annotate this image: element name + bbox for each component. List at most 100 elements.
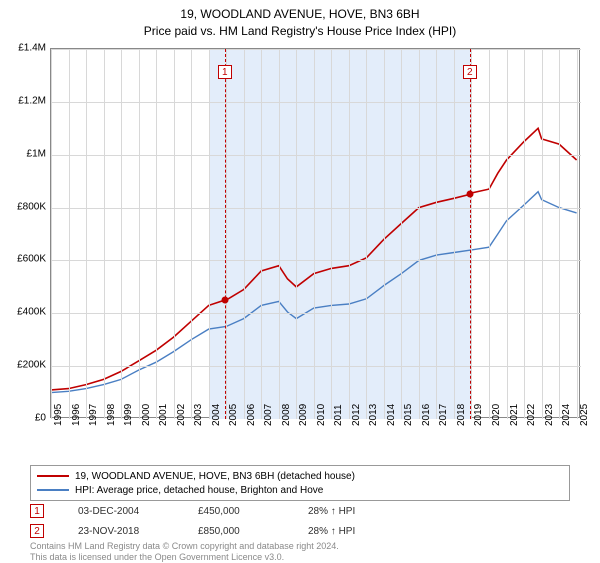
- x-axis-label: 2022: [526, 404, 537, 426]
- gridline-v: [209, 49, 210, 419]
- gridline-h: [51, 155, 581, 156]
- legend-row-2: HPI: Average price, detached house, Brig…: [37, 483, 563, 497]
- gridline-h: [51, 102, 581, 103]
- gridline-v: [51, 49, 52, 419]
- gridline-h: [51, 366, 581, 367]
- gridline-v: [296, 49, 297, 419]
- gridline-v: [86, 49, 87, 419]
- gridline-v: [349, 49, 350, 419]
- x-axis-label: 2005: [228, 404, 239, 426]
- gridline-v: [104, 49, 105, 419]
- legend-label-2: HPI: Average price, detached house, Brig…: [75, 485, 323, 496]
- x-axis-label: 2024: [561, 404, 572, 426]
- x-axis-label: 2013: [368, 404, 379, 426]
- gridline-v: [191, 49, 192, 419]
- annotation-date-2: 23-NOV-2018: [78, 526, 168, 537]
- plot-area: 12: [50, 48, 580, 418]
- gridline-v: [419, 49, 420, 419]
- y-axis-label: £200K: [17, 360, 46, 371]
- x-axis-label: 2019: [473, 404, 484, 426]
- annotation-row-1: 1 03-DEC-2004 £450,000 28% ↑ HPI: [30, 503, 355, 519]
- gridline-v: [471, 49, 472, 419]
- sale-marker-box-1: 1: [218, 65, 232, 79]
- y-axis-label: £1.4M: [18, 43, 46, 54]
- sale-marker-box-2: 2: [463, 65, 477, 79]
- x-axis-label: 2010: [316, 404, 327, 426]
- x-axis-label: 2004: [211, 404, 222, 426]
- x-axis-label: 2017: [438, 404, 449, 426]
- title-line-2: Price paid vs. HM Land Registry's House …: [0, 23, 600, 40]
- gridline-v: [174, 49, 175, 419]
- x-axis-label: 2016: [421, 404, 432, 426]
- chart: 12 £0£200K£400K£600K£800K£1M£1.2M£1.4M19…: [50, 48, 580, 418]
- title-block: 19, WOODLAND AVENUE, HOVE, BN3 6BH Price…: [0, 0, 600, 40]
- footer: Contains HM Land Registry data © Crown c…: [30, 541, 339, 563]
- legend-swatch-1: [37, 475, 69, 477]
- gridline-v: [121, 49, 122, 419]
- x-axis-label: 2015: [403, 404, 414, 426]
- gridline-v: [69, 49, 70, 419]
- gridline-v: [489, 49, 490, 419]
- y-axis-label: £1M: [27, 148, 46, 159]
- x-axis-label: 1996: [71, 404, 82, 426]
- annotation-row-2: 2 23-NOV-2018 £850,000 28% ↑ HPI: [30, 523, 355, 539]
- x-axis-label: 2008: [281, 404, 292, 426]
- x-axis-label: 2020: [491, 404, 502, 426]
- gridline-h: [51, 313, 581, 314]
- gridline-v: [436, 49, 437, 419]
- gridline-h: [51, 260, 581, 261]
- sale-marker-dot-1: [221, 297, 228, 304]
- x-axis-label: 2021: [509, 404, 520, 426]
- annotation-delta-1: 28% ↑ HPI: [308, 506, 355, 517]
- gridline-v: [331, 49, 332, 419]
- x-axis-label: 1999: [123, 404, 134, 426]
- x-axis-label: 1998: [106, 404, 117, 426]
- y-axis-label: £0: [35, 413, 46, 424]
- gridline-v: [244, 49, 245, 419]
- x-axis-label: 2014: [386, 404, 397, 426]
- annotation-box-1: 1: [30, 504, 44, 518]
- legend-label-1: 19, WOODLAND AVENUE, HOVE, BN3 6BH (deta…: [75, 471, 355, 482]
- gridline-v: [454, 49, 455, 419]
- gridline-v: [366, 49, 367, 419]
- annotation-price-2: £850,000: [198, 526, 278, 537]
- x-axis-label: 2009: [298, 404, 309, 426]
- annotation-date-1: 03-DEC-2004: [78, 506, 168, 517]
- gridline-v: [524, 49, 525, 419]
- gridline-h: [51, 208, 581, 209]
- x-axis-label: 2003: [193, 404, 204, 426]
- x-axis-label: 2006: [246, 404, 257, 426]
- root: 19, WOODLAND AVENUE, HOVE, BN3 6BH Price…: [0, 0, 600, 560]
- sale-marker-line-2: [470, 49, 471, 419]
- gridline-h: [51, 49, 581, 50]
- legend: 19, WOODLAND AVENUE, HOVE, BN3 6BH (deta…: [30, 465, 570, 501]
- gridline-v: [559, 49, 560, 419]
- y-axis-label: £800K: [17, 201, 46, 212]
- gridline-v: [507, 49, 508, 419]
- y-axis-label: £1.2M: [18, 95, 46, 106]
- footer-line-2: This data is licensed under the Open Gov…: [30, 552, 339, 563]
- x-axis-label: 2018: [456, 404, 467, 426]
- gridline-v: [156, 49, 157, 419]
- gridline-v: [384, 49, 385, 419]
- chart-lines: [51, 49, 581, 419]
- x-axis-label: 2025: [579, 404, 590, 426]
- title-line-1: 19, WOODLAND AVENUE, HOVE, BN3 6BH: [0, 6, 600, 23]
- x-axis-label: 2000: [141, 404, 152, 426]
- x-axis-label: 2002: [176, 404, 187, 426]
- footer-line-1: Contains HM Land Registry data © Crown c…: [30, 541, 339, 552]
- annotation-delta-2: 28% ↑ HPI: [308, 526, 355, 537]
- gridline-v: [261, 49, 262, 419]
- x-axis-label: 2007: [263, 404, 274, 426]
- gridline-v: [226, 49, 227, 419]
- sale-marker-dot-2: [466, 191, 473, 198]
- x-axis-label: 2023: [544, 404, 555, 426]
- legend-row-1: 19, WOODLAND AVENUE, HOVE, BN3 6BH (deta…: [37, 469, 563, 483]
- gridline-v: [401, 49, 402, 419]
- y-axis-label: £400K: [17, 307, 46, 318]
- x-axis-label: 2001: [158, 404, 169, 426]
- legend-swatch-2: [37, 489, 69, 491]
- gridline-v: [279, 49, 280, 419]
- x-axis-label: 2011: [333, 404, 344, 426]
- x-axis-label: 1995: [53, 404, 64, 426]
